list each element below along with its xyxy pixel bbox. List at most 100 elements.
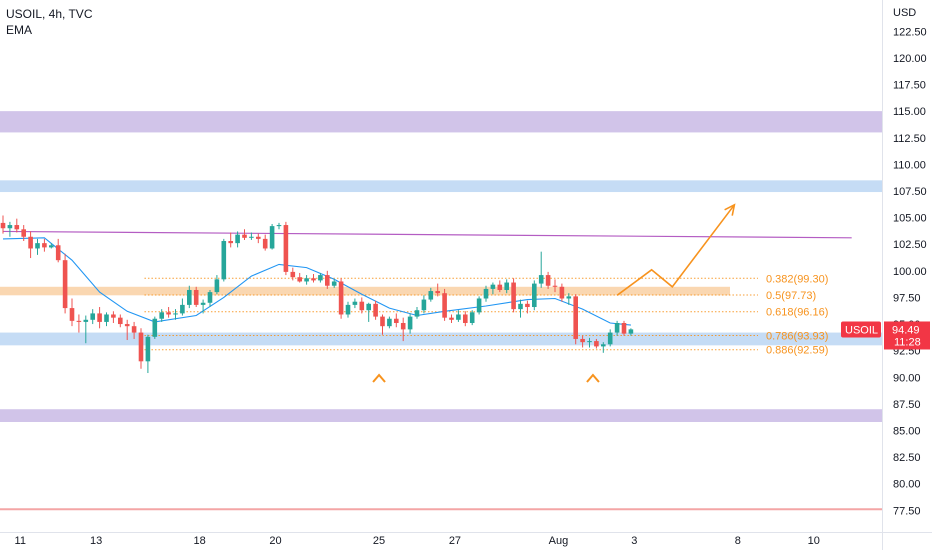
- candle-body: [55, 245, 61, 261]
- chart-legend[interactable]: USOIL, 4h, TVC EMA: [6, 6, 92, 38]
- candle: [407, 313, 413, 334]
- candle: [55, 238, 61, 263]
- x-tick-label: 20: [269, 535, 281, 547]
- candle-body: [380, 316, 385, 327]
- candle-body: [566, 296, 572, 299]
- badge-countdown-label: 11:28: [894, 336, 921, 348]
- candle-body: [138, 332, 144, 362]
- candle: [173, 309, 178, 320]
- candle: [414, 307, 420, 319]
- candle: [476, 296, 482, 315]
- candle-body: [0, 222, 6, 229]
- candle-body: [490, 284, 496, 289]
- candle-body: [400, 322, 406, 330]
- candles-layer: [0, 215, 634, 374]
- candle-body: [131, 326, 137, 333]
- candle-body: [331, 281, 337, 286]
- y-tick-label: 97.50: [893, 292, 921, 304]
- badge-price-bg: [884, 321, 930, 350]
- zone-blue-3: [0, 332, 882, 346]
- candle-body: [573, 296, 578, 339]
- candle-body: [14, 225, 20, 230]
- x-tick-label: 8: [735, 535, 741, 547]
- candle: [228, 232, 233, 248]
- legend-indicator[interactable]: EMA: [6, 23, 33, 37]
- candle-body: [62, 260, 68, 309]
- candle: [331, 279, 337, 288]
- x-tick-label: 13: [90, 535, 102, 547]
- candle: [152, 316, 158, 339]
- price-badge[interactable]: USOIL 94.49 11:28: [841, 321, 930, 350]
- zone-purple-0: [0, 111, 882, 133]
- candle-body: [42, 243, 47, 248]
- candle-body: [518, 303, 523, 310]
- candle-body: [7, 225, 13, 229]
- candle: [490, 282, 496, 295]
- y-tick-label: 117.50: [893, 80, 926, 92]
- candle: [497, 280, 503, 293]
- candle: [221, 238, 227, 282]
- candle: [83, 315, 89, 344]
- candle: [511, 278, 516, 313]
- candle-body: [104, 314, 109, 322]
- x-tick-label: 27: [449, 535, 461, 547]
- candle: [580, 335, 585, 348]
- candle: [373, 300, 378, 320]
- candle-body: [83, 319, 89, 322]
- candle: [62, 253, 68, 314]
- candle-body: [297, 277, 302, 282]
- candle-body: [421, 299, 427, 311]
- candle: [138, 328, 144, 369]
- candle: [290, 267, 296, 281]
- candle: [166, 307, 171, 318]
- y-tick-label: 115.00: [893, 106, 926, 118]
- candle-body: [359, 301, 365, 311]
- candle: [421, 295, 427, 314]
- candle-body: [49, 245, 54, 248]
- fib-label-2: 0.618(96.16): [766, 307, 828, 319]
- candle-body: [525, 303, 530, 308]
- candle: [111, 311, 116, 323]
- legend-symbol[interactable]: USOIL, 4h, TVC: [6, 7, 93, 21]
- candle-body: [21, 229, 26, 237]
- candle-body: [283, 225, 289, 272]
- candle: [621, 320, 627, 336]
- candle: [614, 320, 620, 336]
- candle: [69, 298, 75, 327]
- candle-body: [173, 313, 178, 315]
- candle: [187, 285, 192, 309]
- candle: [538, 251, 544, 288]
- candle: [552, 279, 558, 293]
- y-tick-label: 120.00: [893, 53, 927, 65]
- candle-body: [338, 281, 344, 315]
- candle-body: [504, 282, 509, 290]
- candle-body: [97, 313, 102, 322]
- candle: [159, 309, 164, 322]
- candle: [435, 283, 440, 297]
- candle: [35, 238, 40, 255]
- candle-body: [262, 238, 268, 249]
- candle: [124, 319, 130, 341]
- candle-body: [545, 275, 551, 286]
- candle: [104, 312, 109, 327]
- candle: [76, 314, 82, 333]
- y-tick-label: 85.00: [893, 426, 921, 438]
- candle-body: [559, 286, 565, 299]
- candle-body: [614, 322, 620, 333]
- candle-body: [166, 312, 171, 315]
- candle-body: [124, 324, 130, 327]
- zone-purple-4: [0, 409, 882, 422]
- zone-orange-2: [0, 286, 730, 296]
- projection-layer: [372, 203, 736, 383]
- candle-body: [180, 304, 185, 314]
- candle-body: [35, 243, 40, 249]
- candle: [469, 310, 475, 326]
- candle-body: [621, 322, 627, 334]
- y-tick-label: 105.00: [893, 213, 927, 225]
- candle-body: [394, 318, 399, 323]
- candle: [131, 321, 137, 339]
- candle: [545, 271, 551, 289]
